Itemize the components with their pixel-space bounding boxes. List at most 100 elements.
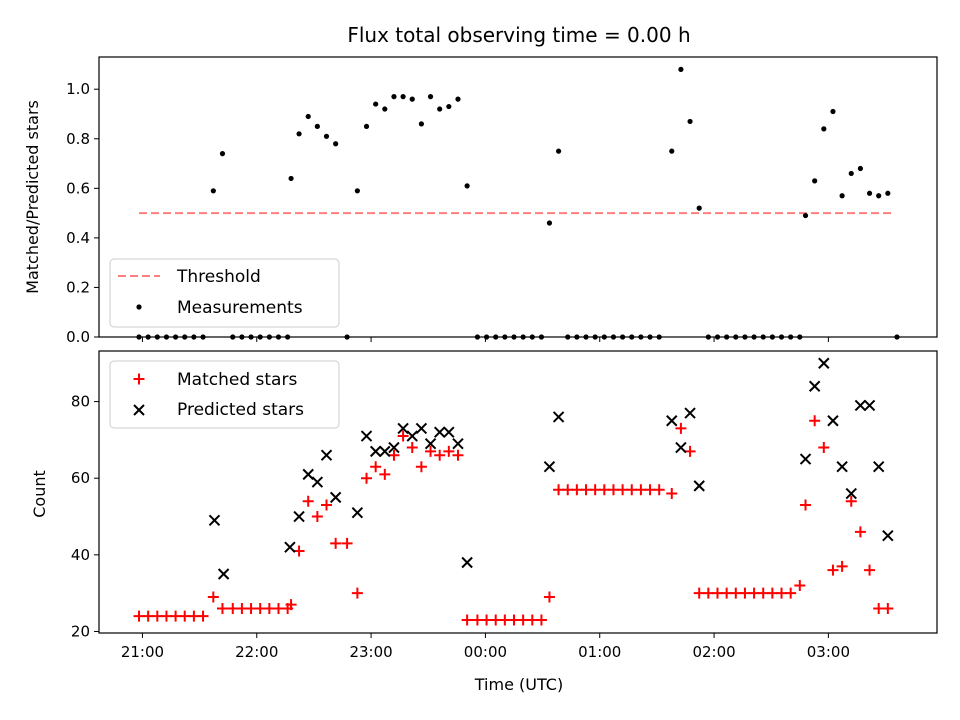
legend-matched-label: Matched stars [177, 370, 297, 390]
measurement-point [629, 334, 635, 340]
y-tick-label: 60 [71, 469, 90, 487]
measurement-point [391, 94, 397, 100]
legend-box [109, 360, 340, 429]
predicted-star-point [424, 438, 437, 450]
measurement-point [382, 106, 388, 112]
measurement-point [163, 334, 170, 340]
matched-star-point [370, 461, 382, 473]
matched-star-point [666, 488, 678, 500]
predicted-star-point [320, 449, 333, 461]
matched-star-point [535, 614, 547, 626]
x-tick-label: 23:00 [349, 643, 392, 661]
predicted-star-point [872, 461, 885, 473]
matched-star-point [800, 499, 812, 511]
axes-frame [98, 350, 938, 634]
measurement-point [136, 334, 142, 340]
matched-star-point [818, 442, 830, 454]
measurement-point [483, 334, 490, 340]
measurement-point [210, 188, 216, 194]
measurement-point [333, 141, 339, 147]
matched-star-point [207, 591, 219, 603]
x-tick-label: 21:00 [121, 643, 164, 661]
measurement-point [230, 334, 236, 340]
predicted-star-point [351, 506, 364, 519]
predicted-star-point [415, 422, 428, 435]
y-axis-label-count: Count [30, 470, 49, 518]
measurement-point [669, 148, 675, 154]
measurement-point [296, 131, 302, 137]
measurement-point [288, 175, 294, 182]
measurement-point [894, 334, 900, 340]
measurement-point [323, 133, 330, 139]
measurement-point [455, 96, 461, 102]
measurement-point [592, 334, 598, 340]
measurement-point [248, 334, 254, 340]
matched-star-point [330, 537, 342, 549]
matched-star-point [845, 495, 857, 507]
measurement-point [354, 188, 360, 194]
legend-box [109, 258, 340, 328]
measurement-point [145, 334, 151, 340]
measurement-point [239, 334, 245, 340]
measurement-point [696, 205, 702, 211]
measurement-point [876, 193, 882, 199]
measurement-point [400, 94, 406, 100]
measurement-point [778, 334, 785, 340]
measurement-point [363, 123, 370, 129]
measurement-point [705, 334, 711, 340]
matched-star-point [197, 610, 209, 622]
measurement-point [885, 190, 891, 196]
matched-star-point [321, 499, 333, 511]
matched-star-point [341, 537, 353, 549]
measurement-point [409, 96, 415, 102]
measurement-point [678, 66, 684, 72]
measurement-point [373, 101, 379, 107]
predicted-star-point [836, 461, 848, 473]
matched-star-point [794, 579, 806, 591]
matched-star-point [311, 511, 323, 523]
predicted-star-point [675, 441, 687, 454]
chart-title: Flux total observing time = 0.00 h [347, 23, 690, 47]
predicted-star-point [693, 480, 705, 492]
matched-star-point [543, 591, 555, 603]
matched-star-point [461, 614, 473, 626]
count-panel: 20 40 60 80 21:00 22:00 23:00 00:00 01:00 02:00 03… [71, 350, 938, 661]
x-tick-label: 00:00 [464, 643, 507, 661]
matched-star-point [388, 449, 400, 461]
measurement-point [724, 334, 730, 340]
x-tick-label: 22:00 [235, 643, 278, 661]
predicted-star-point [799, 453, 812, 465]
matched-star-point [397, 430, 409, 442]
predicted-star-point [329, 491, 342, 504]
matched-star-point [443, 445, 455, 457]
predicted-star-point [369, 445, 382, 458]
y-tick-label: 20 [71, 622, 90, 640]
y-tick-label: 0.8 [66, 130, 90, 148]
matched-star-point [285, 599, 297, 611]
axes-frame [98, 56, 938, 338]
measurement-point [464, 183, 470, 189]
matched-star-point [434, 449, 446, 461]
predicted-star-point [360, 430, 373, 442]
matched-star-point [361, 472, 373, 484]
matched-star-point [785, 587, 797, 599]
x-axis-label: Time (UTC) [474, 675, 563, 694]
measurement-point [520, 334, 526, 340]
predicted-star-point [818, 357, 830, 369]
predicted-star-point [311, 476, 324, 488]
measurement-point [812, 178, 818, 184]
y-tick-label: 0.2 [66, 278, 90, 296]
predicted-star-point [433, 426, 446, 438]
measurement-point [474, 334, 481, 340]
measurement-point [656, 334, 662, 340]
predicted-star-point [388, 441, 400, 454]
predicted-star-point [406, 430, 418, 442]
measurement-point [742, 334, 748, 340]
measurement-point [172, 334, 179, 340]
measurement-point [182, 334, 188, 340]
measurement-point [437, 106, 443, 112]
measurement-point [257, 334, 263, 340]
measurement-point [344, 334, 350, 340]
x-tick-label: 03:00 [807, 643, 850, 661]
measurement-point [610, 334, 617, 340]
